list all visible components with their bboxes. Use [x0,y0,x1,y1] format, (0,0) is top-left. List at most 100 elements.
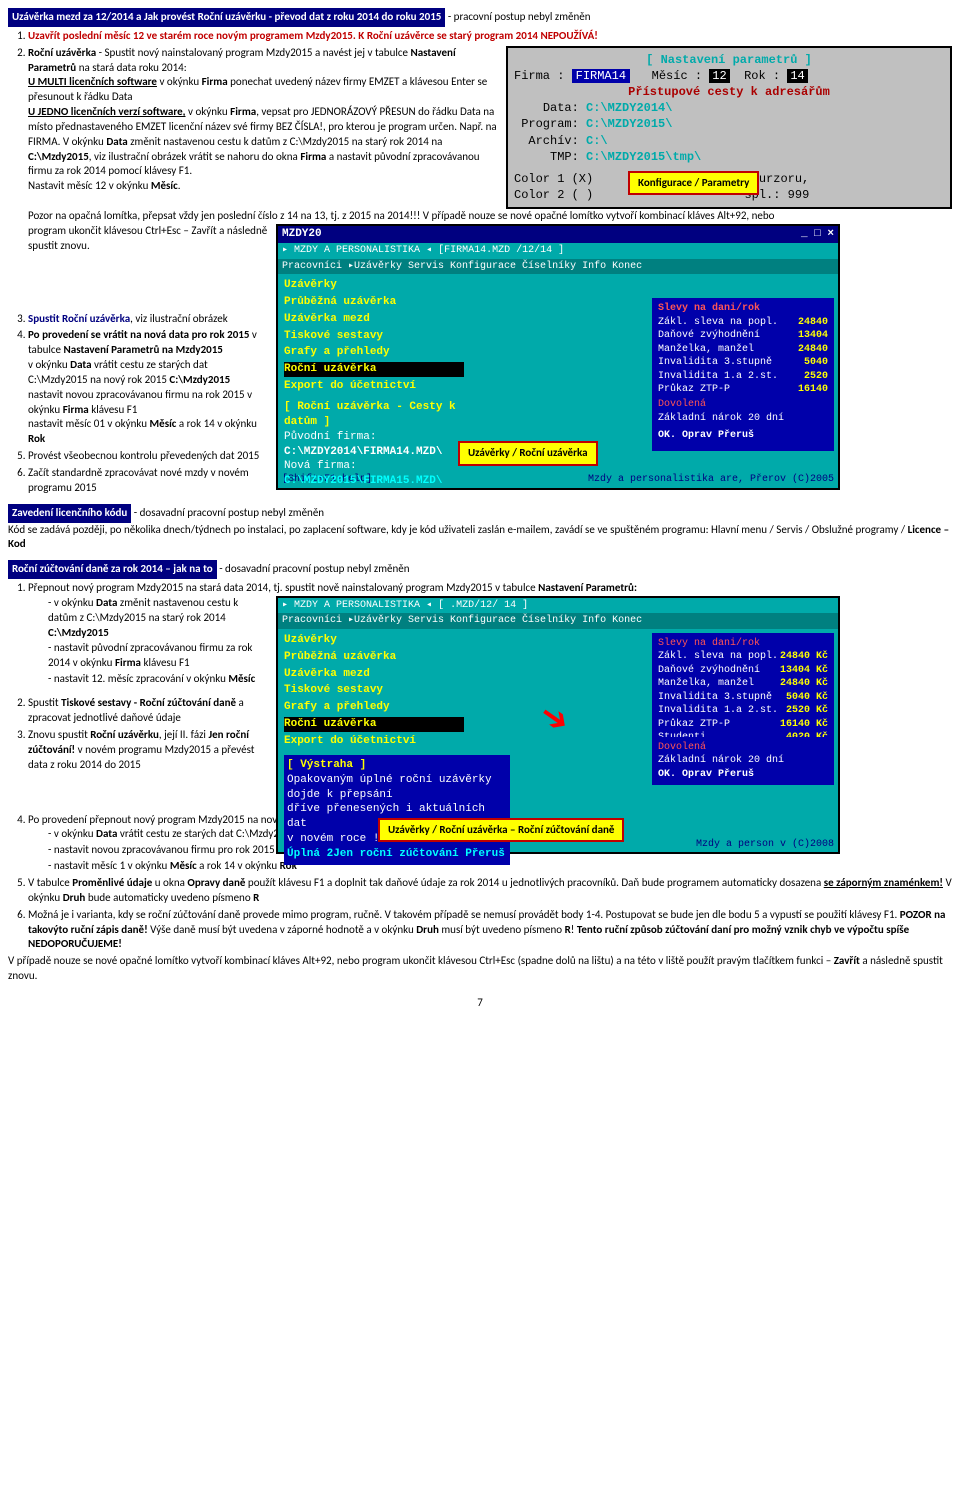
win2-menu-row[interactable]: Pracovníci ▸Uzávěrky Servis Konfigurace … [278,613,838,629]
sec3-title: Roční zúčtování daně za rok 2014 – jak n… [8,560,217,579]
menu-item[interactable]: Průběžná uzávěrka [284,650,464,665]
t: u okna [152,876,187,889]
t: C:\Mzdy2015 [48,626,109,639]
win-mzdy20: MZDY20_ □ × ▸ MZDY A PERSONALISTIKA ◂ [F… [276,224,840,489]
sec1-list: Uzavřít poslední měsíc 12 ve starém roce… [28,29,952,496]
t: nastavit novou zpracovávanou firmu na ro… [28,388,252,416]
t: Měsíc [150,417,177,430]
mesic-val: 12 [709,69,729,83]
t: , její II. fázi [159,728,209,741]
t: Zavřít [834,954,860,967]
button-row[interactable]: OK. Oprav Přeruš [658,429,828,443]
t: Měsíc [228,672,255,685]
menu-item[interactable]: Export do účetnictví [284,379,464,394]
pozor-text-continue: program ukončit klávesou Ctrl+Esc – Zavř… [28,224,268,254]
rok-val: 14 [787,69,807,83]
t: na stará data roku 2014: [76,61,186,74]
tmp-path: C:\MZDY2015\tmp\ [586,150,701,164]
t: Opravy daně [187,876,245,889]
menu-item[interactable]: Průběžná uzávěrka [284,295,464,310]
t: - dosavadní pracovní postup nebyl změněn [217,562,410,575]
t: 24840 Kč [780,677,828,691]
t: 13404 Kč [780,664,828,678]
t: Mzdy a personalistika are, Přerov (C)200… [588,473,834,487]
t: klávesu F1 [89,403,138,416]
t: Měsíc [170,859,197,872]
t: v okýnku [186,105,231,118]
t: Přepnout nový program Mzdy2015 na stará … [28,581,538,594]
t: - Spustit nový nainstalovaný program Mzd… [96,46,410,59]
t: , viz ilustrační obrázek [130,312,228,325]
t: 2520 Kč [786,704,828,718]
uzaverky-header2: Uzávěrky [284,633,464,648]
win-controls[interactable]: _ □ × [801,227,834,242]
dovolena-box: Dovolená Základní nárok 20 dní OK. Oprav… [652,394,834,451]
t: Nastavení Parametrů na Mzdy2015 [64,343,223,356]
t: Invalidita 3.stupně [658,691,772,705]
t: - dosavadní pracovní postup nebyl změněn [131,506,324,519]
t: nastavit 12. měsíc zpracování v okýnku [54,672,229,685]
menu-item[interactable]: Tiskové sestavy [284,329,464,344]
t: U MULTI licenčních software [28,75,157,88]
t: 16140 Kč [780,718,828,732]
t: v okýnku [157,75,202,88]
menu-item[interactable]: Grafy a přehledy [284,345,464,360]
t: Roční uzávěrku [90,728,159,741]
dos-nastaveni-parametru: [ Nastavení parametrů ] Firma : FIRMA14 … [506,46,952,210]
t: Spustit Roční uzávěrka [28,312,130,325]
t: se záporným znaménkem! [824,876,943,889]
t: klávesu F1 [141,656,190,669]
menu-item-selected[interactable]: Roční uzávěrka [284,717,464,732]
t: Rok : [744,69,780,83]
sec1-li2a: Roční uzávěrka [28,46,96,59]
t: . [178,179,181,192]
program-path: C:\MZDY2015\ [586,117,672,131]
menu-item[interactable]: Tiskové sestavy [284,683,464,698]
t: V případě nouze se nové opačné lomítko v… [8,954,834,967]
t: a rok 14 v okýnku [176,417,256,430]
slevy-header: Slevy na dani/rok [658,302,828,316]
t: Firma [230,105,256,118]
menu-item[interactable]: Grafy a přehledy [284,700,464,715]
page-number: 7 [8,996,952,1011]
t: Mzdy a person v (C)2008 [696,838,834,852]
t: Znovu spustit [28,728,90,741]
warn-header: [ Výstraha ] [287,758,507,773]
button-row2[interactable]: OK. Oprav Přeruš [658,768,828,782]
menu-item[interactable]: Export do účetnictví [284,734,464,749]
sec3-list: Přepnout nový program Mzdy2015 na stará … [28,581,952,952]
win-menu-row[interactable]: Pracovníci ▸Uzávěrky Servis Konfigurace … [278,259,838,275]
t: Měsíc [151,179,178,192]
sec1-title: Uzávěrka mezd za 12/2014 a Jak provést R… [8,8,445,27]
t: Dovolená [658,398,828,412]
archiv-path: C:\ [586,134,608,148]
data-path: C:\MZDY2014\ [586,101,672,115]
path1: C:\MZDY2014\FIRMA14.MZD\ [284,445,464,460]
t: Invalidita 1.a 2.st. [658,704,778,718]
t: Data [106,135,127,148]
t: Začít standardně zpracovávat nové mzdy v… [28,466,249,494]
menu-item-selected[interactable]: Roční uzávěrka [284,362,464,377]
t: R [253,891,259,904]
t: Po provedení se vrátit na nová data pro … [28,328,249,341]
t: nastavit měsíc 01 v okýnku [28,417,150,430]
menu-item[interactable]: Uzávěrka mezd [284,667,464,682]
t: Manželka, manžel [658,677,754,691]
label-uzaverky2: Uzávěrky / Roční uzávěrka – Roční zúčtov… [378,818,624,843]
t: musí být uvedeno písmeno [439,923,565,936]
t: Daňové zvýhodnění [658,329,760,343]
t: 24840 [798,316,828,330]
warn-buttons[interactable]: Úplná 2Jen roční zúčtování Přeruš [287,847,507,862]
t: Měsíc : [652,69,702,83]
menu-item[interactable]: Uzávěrka mezd [284,312,464,327]
t: Manželka, manžel [658,343,754,357]
sec2-title: Zavedení licenčního kódu [8,504,131,523]
t: Možná je i varianta, kdy se roční zúčtov… [28,908,900,921]
t: 24840 [798,343,828,357]
label-uzaverky: Uzávěrky / Roční uzávěrka [458,441,598,466]
t: Nová firma: [284,459,464,474]
t: Základní nárok 20 dní [658,412,828,426]
t: Zákl. sleva na popl. [658,316,778,330]
win-mzdy-2: ▸ MZDY A PERSONALISTIKA ◂ [ .MZD/12/ 14 … [276,596,840,855]
win-title-text: MZDY20 [282,227,322,242]
